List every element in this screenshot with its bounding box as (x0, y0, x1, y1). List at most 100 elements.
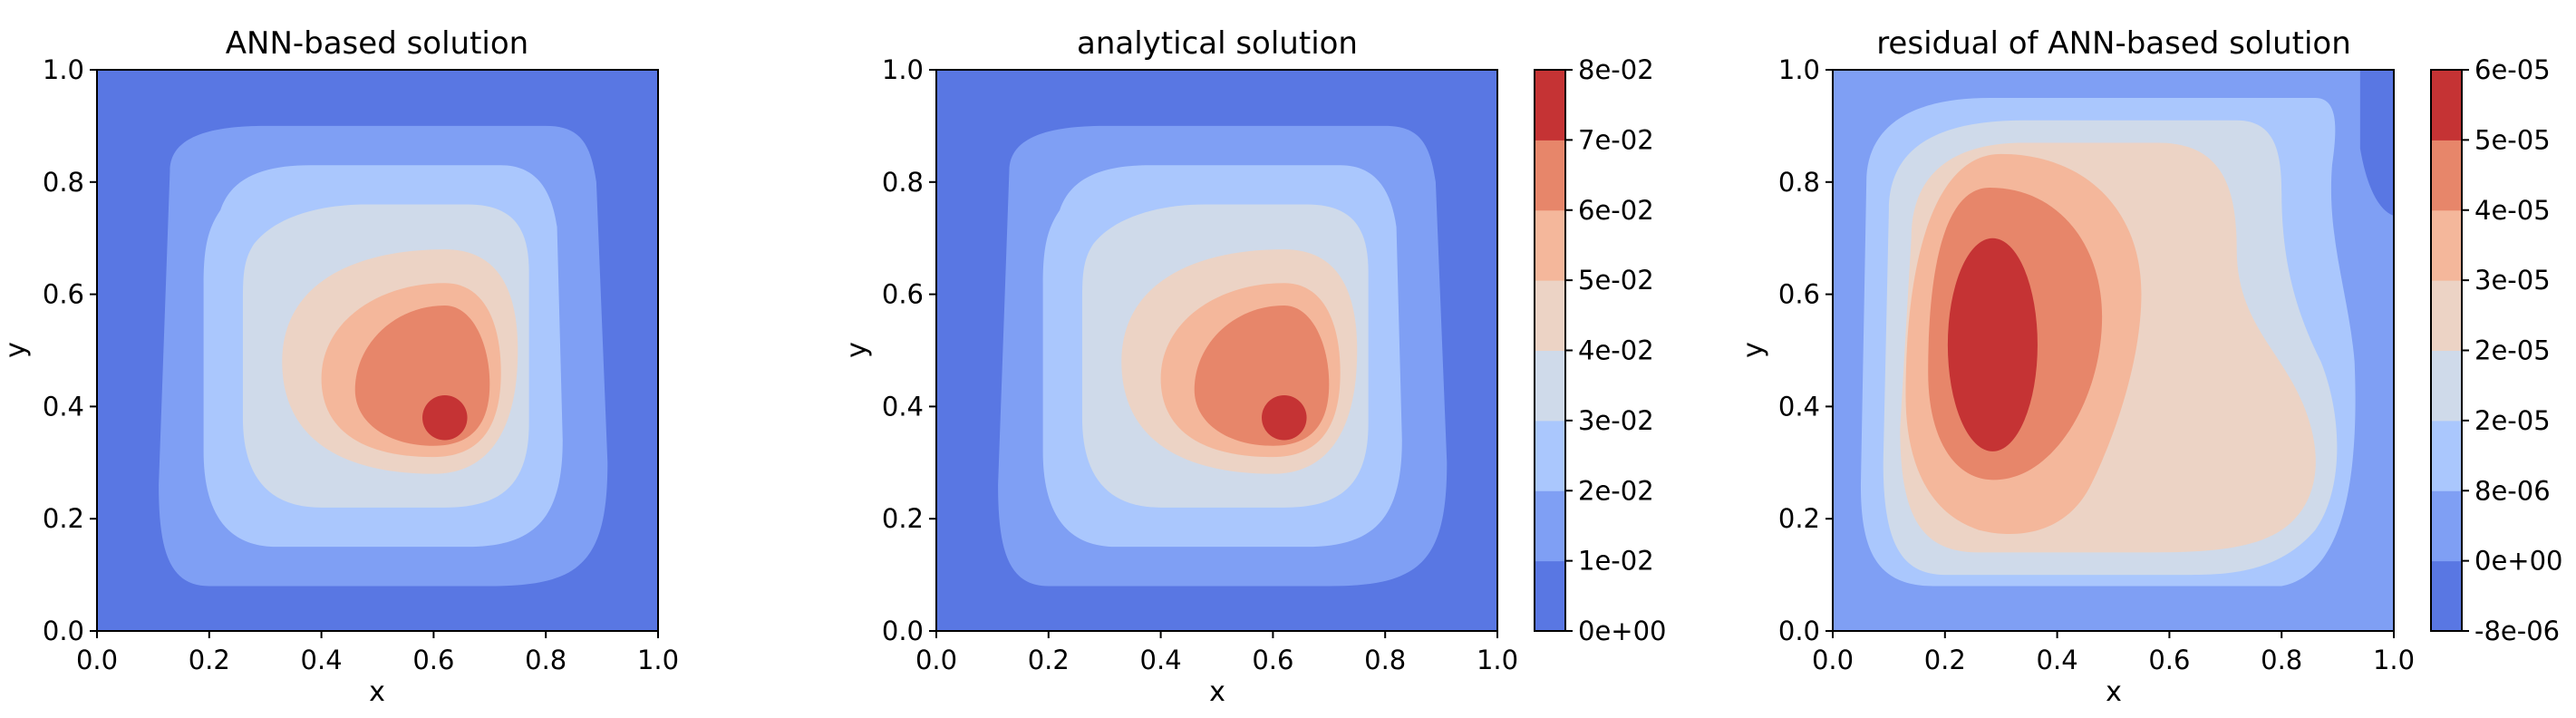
colorbar-segment (2431, 490, 2462, 562)
panel-analytical: analytical solution 0.0 0.2 0.4 0.6 0.8 1.0 0… (841, 25, 1667, 708)
x-tick-label: 0.6 (2148, 645, 2190, 675)
y-tick-label: 0.2 (43, 503, 84, 534)
panel-residual: residual of ANN-based solution 0.0 0.2 0.4… (1738, 25, 2563, 708)
contour-band-0 (2359, 70, 2394, 216)
colorbar-segment (1535, 70, 1565, 141)
colorbar-tick-label: 0e+00 (1578, 616, 1667, 646)
colorbar-segment (2431, 280, 2462, 351)
colorbar-tick-label: -8e-06 (2474, 616, 2560, 646)
y-axis: 0.0 0.2 0.4 0.6 0.8 1.0 (1778, 54, 1833, 646)
panel-title: ANN-based solution (226, 25, 528, 62)
colorbar-tick-label: 7e-02 (1578, 124, 1654, 155)
x-tick-label: 0.4 (1140, 645, 1182, 675)
y-tick-label: 0.8 (43, 167, 84, 198)
colorbar-segment (1535, 280, 1565, 351)
x-tick-label: 0.0 (915, 645, 957, 675)
x-tick-label: 0.8 (2261, 645, 2302, 675)
colorbar-segment (2431, 209, 2462, 281)
x-axis-label: x (369, 676, 385, 708)
y-tick-label: 1.0 (882, 54, 924, 85)
colorbar-tick-label: 6e-02 (1578, 195, 1654, 226)
x-tick-label: 1.0 (637, 645, 679, 675)
colorbar-segment (2431, 350, 2462, 422)
colorbar-tick-label: 0e+00 (2474, 546, 2563, 577)
x-tick-label: 1.0 (2373, 645, 2415, 675)
colorbar-segment (2431, 560, 2462, 632)
x-tick-label: 0.4 (2037, 645, 2078, 675)
x-tick-label: 0.8 (1364, 645, 1406, 675)
y-tick-label: 0.2 (882, 503, 924, 534)
colorbar-tick-label: 5e-02 (1578, 265, 1654, 296)
colorbar-segment (1535, 209, 1565, 281)
colorbar-segment (2431, 420, 2462, 491)
contour-peak (1262, 395, 1307, 441)
y-axis-label: y (0, 342, 32, 358)
y-tick-label: 0.8 (1778, 167, 1820, 198)
panel-ann: ANN-based solution 0.0 0.2 0.4 0.6 0.8 1.0 0.… (0, 25, 679, 708)
colorbar-segment (1535, 490, 1565, 562)
panel-title: analytical solution (1077, 25, 1358, 62)
x-tick-label: 0.6 (412, 645, 454, 675)
colorbar-tick-label: 6e-05 (2474, 54, 2551, 85)
y-tick-label: 1.0 (43, 54, 84, 85)
x-tick-label: 0.2 (1028, 645, 1070, 675)
y-axis-label: y (1738, 342, 1769, 358)
x-axis-label: x (2106, 676, 2122, 708)
x-tick-label: 1.0 (1477, 645, 1518, 675)
panel-title: residual of ANN-based solution (1876, 25, 2351, 62)
colorbar-tick-label: 2e-05 (2474, 335, 2551, 366)
colorbar-tick-label: 2e-02 (1578, 475, 1654, 506)
y-tick-label: 0.4 (1778, 391, 1820, 422)
colorbar-tick-label: 3e-02 (1578, 405, 1654, 436)
y-axis: 0.0 0.2 0.4 0.6 0.8 1.0 (43, 54, 97, 646)
colorbar-tick-label: 1e-02 (1578, 546, 1654, 577)
y-tick-label: 0.0 (43, 616, 84, 646)
colorbar-tick-label: 8e-06 (2474, 475, 2551, 506)
x-tick-label: 0.8 (525, 645, 567, 675)
x-axis: 0.0 0.2 0.4 0.6 0.8 1.0 (915, 631, 1518, 675)
y-tick-label: 0.0 (882, 616, 924, 646)
x-axis: 0.0 0.2 0.4 0.6 0.8 1.0 (1812, 631, 2415, 675)
contour-peak (422, 395, 468, 441)
plot-frame (1832, 69, 2395, 632)
y-tick-label: 0.2 (1778, 503, 1820, 534)
y-tick-label: 0.6 (882, 279, 924, 310)
y-axis: 0.0 0.2 0.4 0.6 0.8 1.0 (882, 54, 936, 646)
colorbar-tick-label: 3e-05 (2474, 265, 2551, 296)
colorbar-tick-label: 4e-02 (1578, 335, 1654, 366)
colorbar-tick-label: 8e-02 (1578, 54, 1654, 85)
contour-peak (1947, 238, 2038, 451)
y-tick-label: 0.6 (43, 279, 84, 310)
colorbar: 0e+00 1e-02 2e-02 3e-02 4e-02 5e-02 6e-02 7e-02… (1534, 54, 1667, 646)
plot-frame (96, 69, 659, 632)
y-tick-label: 0.4 (43, 391, 84, 422)
colorbar-tick-label: 4e-05 (2474, 195, 2551, 226)
colorbar-segment (1535, 140, 1565, 211)
colorbar-segment (2431, 70, 2462, 141)
y-axis-label: y (841, 342, 873, 358)
x-tick-label: 0.0 (1812, 645, 1854, 675)
y-tick-label: 0.4 (882, 391, 924, 422)
x-tick-label: 0.0 (76, 645, 118, 675)
x-tick-label: 0.2 (189, 645, 230, 675)
colorbar-segment (1535, 420, 1565, 491)
colorbar-tick-label: 5e-05 (2474, 124, 2551, 155)
x-axis: 0.0 0.2 0.4 0.6 0.8 1.0 (76, 631, 679, 675)
x-tick-label: 0.6 (1252, 645, 1293, 675)
colorbar-segment (1535, 350, 1565, 422)
colorbar-segment (2431, 140, 2462, 211)
y-tick-label: 0.8 (882, 167, 924, 198)
x-tick-label: 0.2 (1924, 645, 1966, 675)
y-tick-label: 1.0 (1778, 54, 1820, 85)
plot-area (1833, 70, 2394, 631)
colorbar-tick-label: 2e-05 (2474, 405, 2551, 436)
colorbar-segment (1535, 560, 1565, 632)
colorbar: -8e-06 0e+00 8e-06 2e-05 2e-05 3e-05 4e-05 5e-0… (2430, 54, 2563, 646)
plot-area (97, 70, 658, 631)
y-tick-label: 0.6 (1778, 279, 1820, 310)
plot-area (936, 70, 1497, 631)
x-axis-label: x (1209, 676, 1225, 708)
plot-frame (935, 69, 1498, 632)
